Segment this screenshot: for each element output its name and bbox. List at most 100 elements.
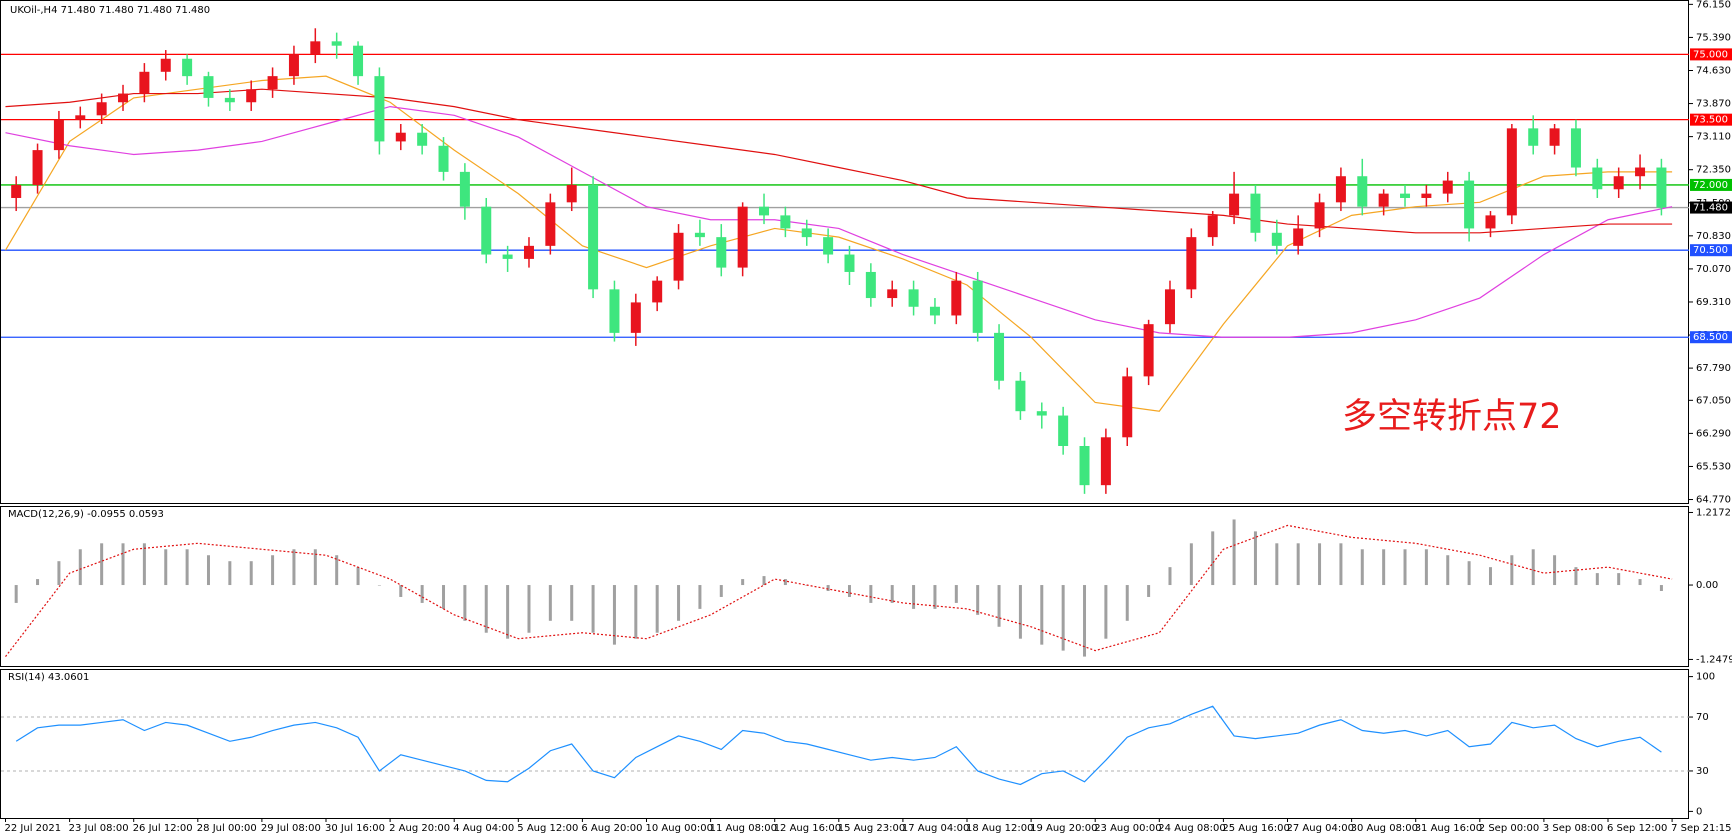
candle-body — [630, 302, 641, 333]
macd-bar — [164, 549, 168, 586]
macd-bar — [14, 585, 18, 603]
candle-body — [1442, 180, 1453, 194]
macd-bar — [612, 585, 616, 645]
macd-bar — [1553, 555, 1557, 586]
macd-bar — [570, 585, 574, 621]
macd-bar — [634, 585, 638, 639]
macd-bar — [1403, 549, 1407, 586]
x-tick-label: 5 Aug 12:00 — [517, 823, 578, 834]
y-tick-label: -1.2479 — [1696, 654, 1732, 665]
candle-body — [288, 54, 299, 77]
x-tick-label: 24 Aug 08:00 — [1158, 823, 1225, 834]
candle-body — [75, 115, 86, 120]
x-tick-label: 15 Aug 23:00 — [838, 823, 905, 834]
macd-bar — [1360, 549, 1364, 586]
macd-bar — [1296, 543, 1300, 586]
candle-body — [694, 232, 705, 238]
candle-body — [1164, 289, 1175, 325]
macd-signal — [5, 524, 1673, 657]
moving-average — [5, 105, 1673, 338]
macd-bar — [847, 585, 851, 597]
rsi-line — [15, 705, 1662, 786]
candle-body — [972, 280, 983, 333]
macd-bar — [1018, 585, 1022, 639]
macd-bar — [1446, 555, 1450, 586]
candle-body — [929, 306, 940, 316]
candle-body — [331, 41, 342, 46]
y-tick-label: 73.870 — [1696, 99, 1731, 110]
candle-body — [716, 237, 727, 268]
rsi-panel-frame — [0, 669, 1689, 819]
macd-bar — [185, 549, 189, 586]
y-tick-label: 0 — [1696, 806, 1702, 817]
macd-bar — [783, 579, 787, 586]
candle-body — [523, 245, 534, 259]
candle-body — [224, 97, 235, 103]
y-tick-label: 73.110 — [1696, 132, 1731, 143]
candle-body — [374, 76, 385, 142]
y-tick-label: 67.050 — [1696, 395, 1731, 406]
macd-bar — [377, 585, 381, 586]
level-label: 75.000 — [1693, 49, 1728, 60]
candle-body — [1122, 376, 1133, 438]
macd-bar — [506, 585, 510, 639]
x-tick-label: 23 Jul 08:00 — [69, 823, 129, 834]
macd-bar — [1467, 561, 1471, 586]
candle-body — [588, 184, 599, 290]
candle-body — [1421, 193, 1432, 198]
macd-bar — [1574, 567, 1578, 586]
candle-body — [545, 202, 556, 246]
candle-body — [865, 271, 876, 299]
level-label-box — [1690, 331, 1732, 344]
macd-bar — [655, 585, 659, 633]
candle-body — [1058, 415, 1069, 446]
candle-body — [673, 232, 684, 281]
macd-bar — [1318, 543, 1322, 586]
candle-body — [994, 332, 1005, 381]
candle-body — [182, 58, 193, 77]
level-label: 73.500 — [1693, 115, 1728, 126]
macd-bar — [591, 585, 595, 633]
candle-body — [267, 76, 278, 90]
macd-bar — [698, 585, 702, 609]
macd-bar — [420, 585, 424, 603]
macd-bar — [1040, 585, 1044, 645]
candle-body — [844, 254, 855, 272]
level-label-box — [1690, 244, 1732, 257]
x-tick-label: 30 Aug 08:00 — [1351, 823, 1418, 834]
x-tick-label: 10 Aug 00:00 — [646, 823, 713, 834]
x-tick-label: 30 Jul 16:00 — [325, 823, 385, 834]
macd-bar — [677, 585, 681, 621]
candle-body — [887, 289, 898, 299]
macd-panel-frame — [0, 506, 1689, 667]
candle-body — [1143, 324, 1154, 377]
macd-bar — [463, 585, 467, 621]
level-label: 70.500 — [1693, 245, 1728, 256]
candle-body — [1549, 128, 1560, 146]
main-title: UKOil-,H4 71.480 71.480 71.480 71.480 — [10, 5, 210, 16]
macd-bar — [1083, 585, 1087, 657]
macd-bar — [826, 585, 830, 592]
candle-body — [139, 71, 150, 94]
candle-body — [652, 280, 663, 303]
x-tick-label: 31 Aug 16:00 — [1415, 823, 1482, 834]
candle-body — [481, 206, 492, 255]
x-tick-label: 18 Aug 12:00 — [966, 823, 1033, 834]
macd-bar — [356, 567, 360, 586]
y-tick-label: 30 — [1696, 766, 1709, 777]
macd-bar — [1659, 585, 1663, 592]
x-tick-label: 22 Jul 2021 — [5, 823, 62, 834]
y-tick-label: 74.630 — [1696, 65, 1731, 76]
candle-body — [246, 89, 257, 103]
candle-body — [759, 206, 770, 216]
candle-body — [203, 76, 214, 98]
y-tick-label: 64.770 — [1696, 495, 1731, 506]
macd-bar — [1232, 519, 1236, 586]
macd-bar — [249, 561, 253, 586]
macd-bar — [399, 585, 403, 597]
macd-bar — [36, 579, 40, 586]
macd-bar — [912, 585, 916, 609]
candle-body — [801, 228, 812, 238]
